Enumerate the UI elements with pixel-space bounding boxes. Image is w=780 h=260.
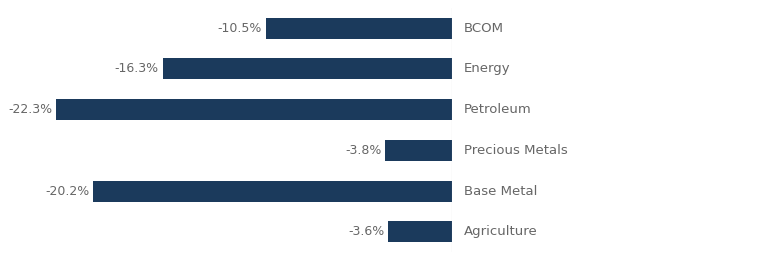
Text: Base Metal: Base Metal	[463, 185, 537, 198]
Text: Agriculture: Agriculture	[463, 225, 537, 238]
Text: Energy: Energy	[463, 62, 510, 75]
Text: BCOM: BCOM	[463, 22, 504, 35]
Bar	[93, 180, 452, 202]
Text: Petroleum: Petroleum	[463, 103, 531, 116]
Text: -22.3%: -22.3%	[8, 103, 52, 116]
Bar	[56, 99, 452, 120]
Text: -3.6%: -3.6%	[349, 225, 385, 238]
Bar	[385, 140, 452, 161]
Bar	[162, 58, 452, 80]
Text: -10.5%: -10.5%	[218, 22, 262, 35]
Text: -16.3%: -16.3%	[115, 62, 159, 75]
Bar	[388, 221, 452, 242]
Text: -3.8%: -3.8%	[345, 144, 381, 157]
Text: -20.2%: -20.2%	[45, 185, 90, 198]
Text: Precious Metals: Precious Metals	[463, 144, 567, 157]
Bar	[266, 18, 452, 39]
